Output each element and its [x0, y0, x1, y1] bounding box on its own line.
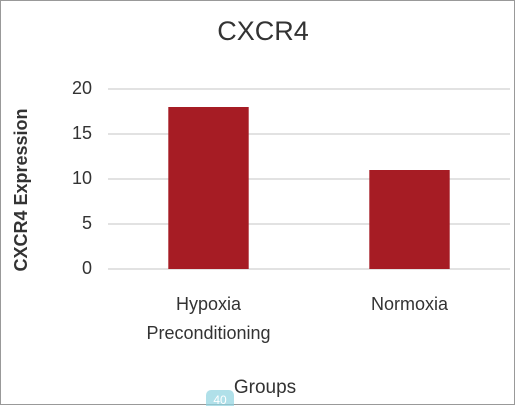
- x-tick-label: Normoxia: [370, 294, 449, 314]
- y-tick-label: 10: [72, 168, 92, 188]
- x-axis-label: Groups: [234, 377, 296, 398]
- page-badge-bg: [206, 390, 234, 406]
- y-tick-label: 20: [72, 78, 92, 98]
- page-badge: 40: [213, 393, 227, 406]
- y-axis-label: CXCR4 Expression: [11, 108, 31, 271]
- y-tick-label: 5: [82, 213, 92, 233]
- y-tick-label: 15: [72, 123, 92, 143]
- bar: [369, 170, 450, 269]
- chart-title: CXCR4: [217, 16, 309, 46]
- y-tick-label: 0: [82, 258, 92, 278]
- x-tick-label: Hypoxia Preconditioning: [146, 294, 271, 343]
- bar: [168, 107, 249, 269]
